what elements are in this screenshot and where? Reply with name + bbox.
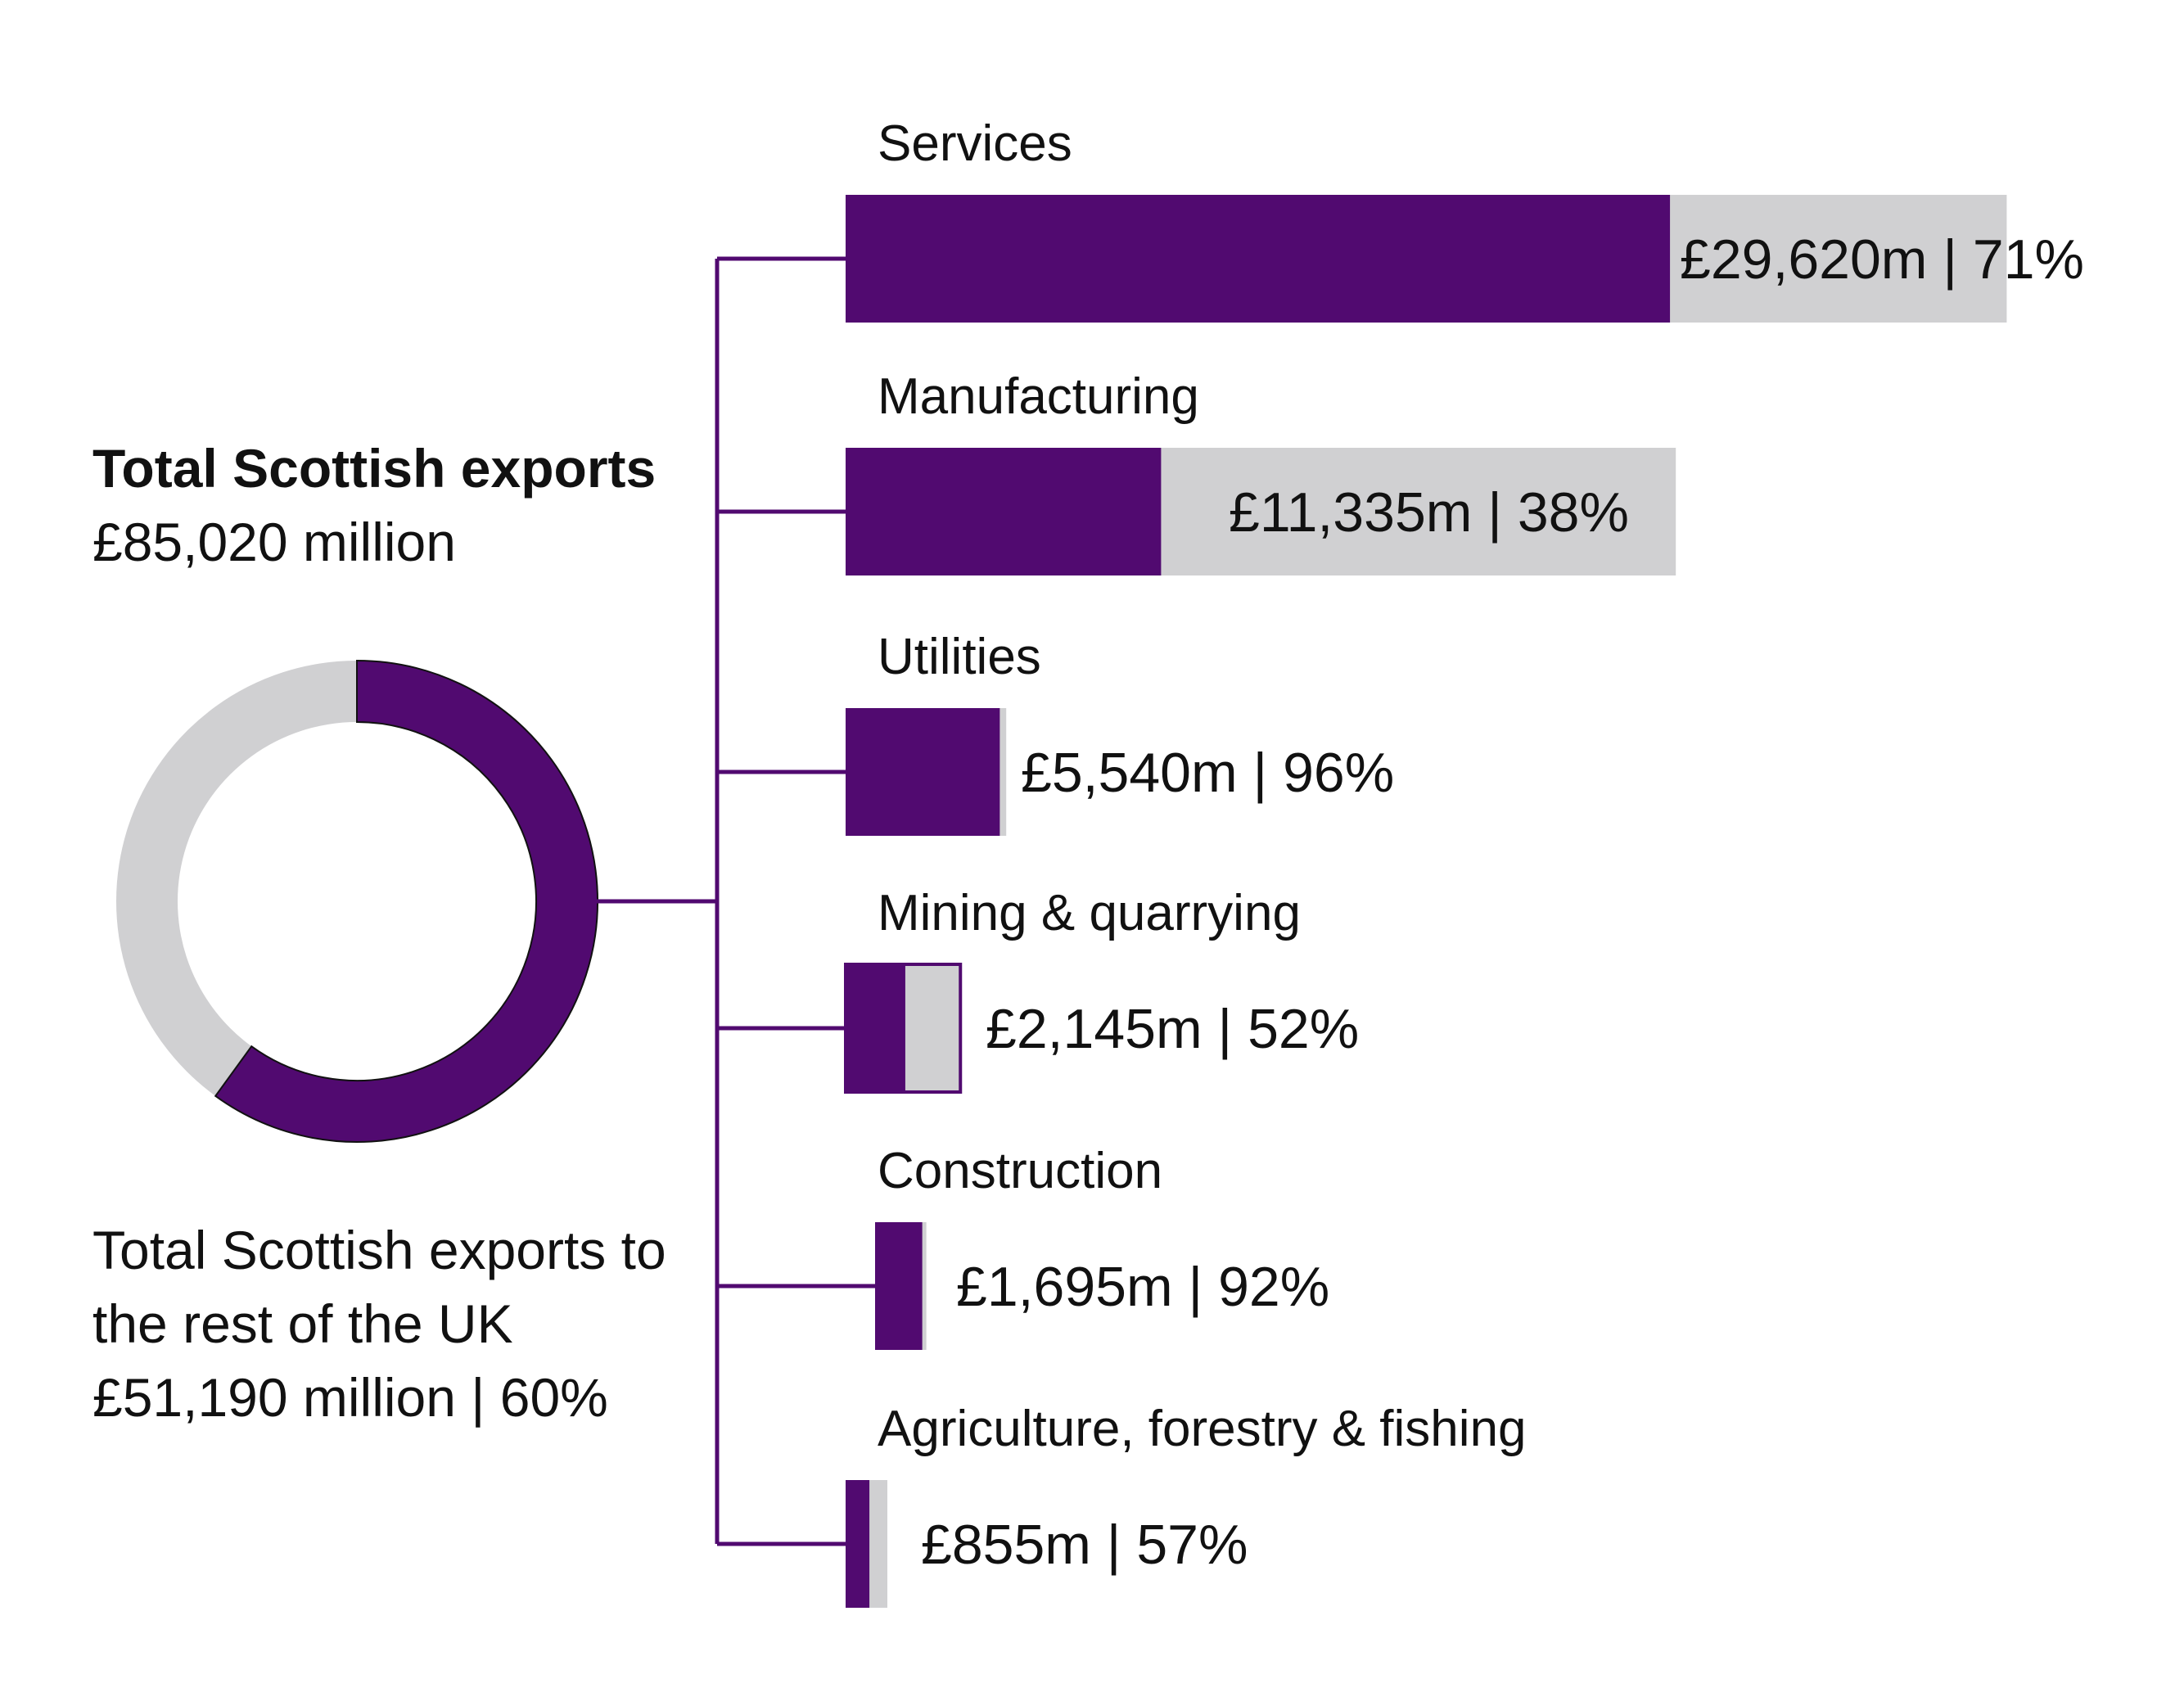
connector-lines <box>597 256 875 1546</box>
bar-ruk <box>846 708 1000 836</box>
value-label: £29,620m | 71% <box>1680 228 2084 291</box>
donut-slice-other <box>116 661 357 1096</box>
donut-chart <box>116 659 598 1143</box>
ruk-line-3: £51,190 million | 60% <box>93 1367 608 1428</box>
total-title: Total Scottish exports <box>93 438 656 499</box>
category-label: Manufacturing <box>878 368 1199 425</box>
bar-ruk <box>875 1222 923 1350</box>
category-label: Services <box>878 115 1072 172</box>
donut-slice-ruk <box>214 659 598 1143</box>
ruk-line-1: Total Scottish exports to <box>93 1220 666 1280</box>
category-label: Agriculture, forestry & fishing <box>878 1401 1527 1457</box>
category-label: Utilities <box>878 629 1041 685</box>
bar-ruk <box>846 448 1162 575</box>
value-label: £1,695m | 92% <box>956 1256 1329 1318</box>
bar-ruk <box>846 195 1671 323</box>
value-label: £2,145m | 52% <box>986 998 1359 1060</box>
value-label: £11,335m | 38% <box>1229 481 1629 544</box>
category-label: Construction <box>878 1143 1162 1199</box>
bar-ruk <box>846 1480 870 1608</box>
category-label: Mining & quarrying <box>878 885 1301 941</box>
value-label: £855m | 57% <box>921 1514 1248 1576</box>
value-label: £5,540m | 96% <box>1021 742 1394 804</box>
bar-ruk <box>846 964 905 1092</box>
total-value: £85,020 million <box>93 512 456 572</box>
bars: Services £29,620m | 71% Manufacturing £11,3… <box>844 115 2084 1608</box>
ruk-line-2: the rest of the UK <box>93 1293 513 1354</box>
